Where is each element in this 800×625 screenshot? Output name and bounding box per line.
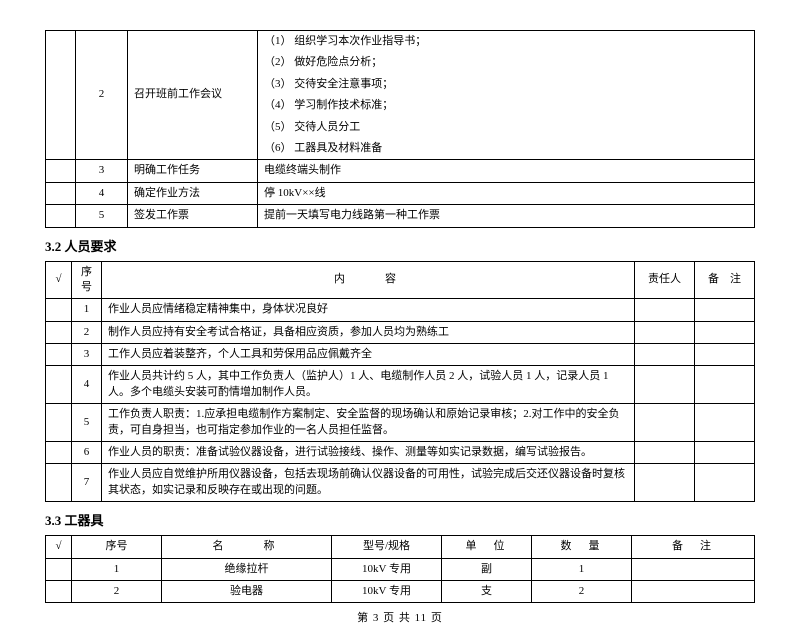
table-row: 2制作人员应持有安全考试合格证，具备相应资质，参加人员均为熟练工: [46, 321, 755, 343]
row-line: （5） 交待人员分工: [258, 117, 755, 138]
table-tools: √ 序号 名 称 型号/规格 单 位 数 量 备 注 1 绝缘拉杆 10kV 专…: [45, 535, 755, 603]
section-33-title: 3.3 工器具: [45, 510, 755, 529]
row-task: 召开班前工作会议: [128, 31, 258, 160]
table-row: 6作业人员的职责：准备试验仪器设备，进行试验接线、操作、测量等如实记录数据，编写…: [46, 442, 755, 464]
table-row: 5 签发工作票 提前一天填写电力线路第一种工作票: [46, 205, 755, 227]
page-footer: 第 3 页 共 11 页: [45, 609, 755, 625]
section-32-title: 3.2 人员要求: [45, 236, 755, 255]
row-line: （3） 交待安全注意事项；: [258, 74, 755, 95]
table-row: 4 确定作业方法 停 10kV××线: [46, 182, 755, 204]
table-header: √ 序号 名 称 型号/规格 单 位 数 量 备 注: [46, 536, 755, 558]
table-row: 2 召开班前工作会议 （1） 组织学习本次作业指导书；: [46, 31, 755, 53]
table-row: 4作业人员共计约 5 人，其中工作负责人（监护人）1 人、电缆制作人员 2 人，…: [46, 366, 755, 404]
table-row: 3工作人员应着装整齐，个人工具和劳保用品应佩戴齐全: [46, 344, 755, 366]
table-row: 1 绝缘拉杆 10kV 专用 副 1: [46, 558, 755, 580]
table-header: √ 序号 内 容 责任人 备 注: [46, 261, 755, 299]
row-no: 2: [76, 31, 128, 160]
row-line: （1） 组织学习本次作业指导书；: [258, 31, 755, 53]
table-pre-meeting: 2 召开班前工作会议 （1） 组织学习本次作业指导书； （2） 做好危险点分析；…: [45, 30, 755, 228]
table-row: 3 明确工作任务 电缆终端头制作: [46, 160, 755, 182]
row-line: （6） 工器具及材料准备: [258, 138, 755, 160]
row-line: （4） 学习制作技术标准；: [258, 95, 755, 116]
table-personnel: √ 序号 内 容 责任人 备 注 1作业人员应情绪稳定精神集中，身体状况良好 2…: [45, 261, 755, 503]
row-line: （2） 做好危险点分析；: [258, 52, 755, 73]
table-row: 2 验电器 10kV 专用 支 2: [46, 580, 755, 602]
table-row: 7作业人员应自觉维护所用仪器设备，包括去现场前确认仪器设备的可用性，试验完成后交…: [46, 464, 755, 502]
table-row: 1作业人员应情绪稳定精神集中，身体状况良好: [46, 299, 755, 321]
table-row: 5工作负责人职责：1.应承担电缆制作方案制定、安全监督的现场确认和原始记录审核；…: [46, 404, 755, 442]
